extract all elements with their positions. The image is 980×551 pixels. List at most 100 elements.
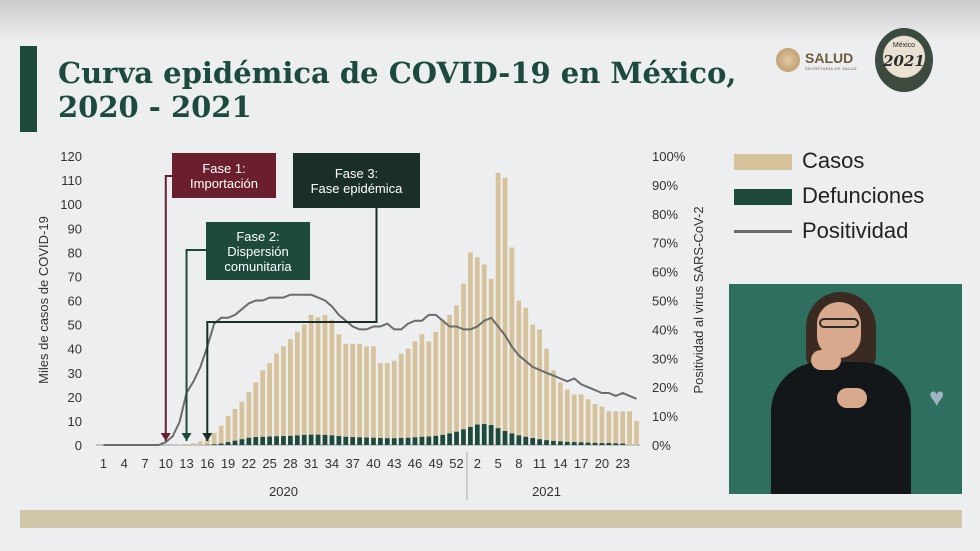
cases-bar: [274, 353, 279, 445]
y2-axis-tick-label: 70%: [652, 236, 678, 251]
y2-axis-title: Positividad al virus SARS-CoV-2: [691, 206, 706, 393]
deaths-bar: [336, 436, 342, 445]
legend-item-defunciones: Defunciones: [734, 183, 974, 211]
x-axis-tick-label: 37: [345, 456, 359, 471]
cases-bar: [398, 353, 404, 445]
cases-bar: [634, 420, 639, 445]
deaths-bar: [371, 437, 376, 445]
y2-axis-tick-label: 20%: [652, 380, 678, 395]
cases-bar: [606, 411, 612, 445]
cases-bar: [329, 319, 335, 445]
y2-axis-tick-label: 100%: [652, 149, 686, 164]
cases-bar: [204, 437, 210, 445]
x-axis-tick-label: 17: [574, 456, 588, 471]
deaths-bar: [592, 442, 598, 445]
y2-axis-tick-label: 0%: [652, 438, 671, 453]
cases-bar: [384, 363, 390, 445]
deaths-bar: [502, 431, 508, 445]
cases-bar: [281, 346, 286, 445]
x-axis-tick-label: 8: [515, 456, 522, 471]
deaths-bar: [468, 426, 473, 445]
y-axis-tick-label: 10: [68, 414, 82, 429]
deaths-bar: [329, 435, 335, 445]
title-line-1: Curva epidémica de COVID-19 en México,: [58, 56, 737, 90]
positivity-line: [103, 293, 637, 446]
deaths-bar: [211, 444, 217, 445]
deaths-bar: [391, 438, 397, 445]
cases-bar: [184, 444, 189, 445]
deaths-bar: [509, 433, 515, 445]
cases-bar: [578, 394, 584, 445]
cases-bar: [225, 416, 231, 445]
cases-bar: [211, 432, 217, 445]
heart-icon: ♥: [929, 382, 945, 412]
cases-bar: [530, 324, 536, 445]
salud-logo-text: SALUD: [805, 50, 854, 66]
bottom-decorative-band: [20, 510, 962, 528]
deaths-bar: [301, 434, 307, 445]
cases-bar: [599, 406, 605, 445]
cases-bar: [592, 404, 598, 445]
y-axis-title: Miles de casos de COVID-19: [36, 216, 51, 384]
cases-bar: [371, 346, 376, 445]
cases-bar: [502, 177, 508, 446]
y-axis-tick-label: 30: [68, 366, 82, 381]
phase-box: [172, 153, 276, 198]
cases-bar: [267, 363, 272, 445]
x-axis-tick-label: 5: [494, 456, 501, 471]
cases-bar: [315, 317, 321, 445]
y2-axis-tick-label: 30%: [652, 351, 678, 366]
cases-bar: [447, 314, 452, 445]
cases-bar: [419, 334, 425, 445]
cases-bar: [357, 343, 362, 445]
cases-bar: [461, 283, 466, 445]
y2-axis-tick-label: 40%: [652, 322, 678, 337]
cases-bar: [468, 252, 473, 445]
sign-language-interpreter-video: ♥: [729, 284, 962, 494]
y-axis-tick-label: 120: [60, 149, 82, 164]
deaths-bar: [288, 435, 293, 445]
deaths-bar: [564, 441, 570, 445]
x-axis-tick-label: 1: [100, 456, 107, 471]
phase-label: Fase 3:: [335, 166, 378, 181]
deaths-bar: [481, 424, 487, 445]
title-accent-bar: [20, 46, 37, 132]
cases-bar: [426, 341, 432, 445]
deaths-bar: [343, 436, 349, 445]
cases-bar: [454, 305, 459, 445]
x-axis-tick-label: 52: [449, 456, 463, 471]
x-axis-tick-label: 2: [474, 456, 481, 471]
x-axis-tick-label: 14: [553, 456, 567, 471]
cases-bar: [474, 257, 480, 445]
y2-axis-tick-label: 90%: [652, 178, 678, 193]
deaths-bar: [384, 438, 390, 445]
phase3-arrow: [206, 208, 378, 441]
cases-bar: [523, 307, 529, 445]
x-axis-tick-label: 10: [159, 456, 173, 471]
interpreter-face: [817, 302, 861, 358]
emblem-year: 2021: [883, 52, 925, 70]
deaths-bar: [461, 429, 466, 445]
deaths-bar: [613, 443, 619, 445]
phase3-arrow-head: [202, 433, 213, 441]
x-axis-tick-label: 19: [221, 456, 235, 471]
deaths-bar: [440, 434, 446, 445]
deaths-bar: [274, 436, 279, 445]
legend-label-casos: Casos: [802, 148, 865, 173]
cases-bar: [564, 389, 570, 445]
deaths-bar: [378, 438, 383, 445]
cases-bar: [301, 324, 307, 445]
cases-bar: [495, 172, 501, 445]
cases-bar: [433, 331, 439, 445]
cases-bar: [253, 382, 259, 445]
deaths-bar: [571, 442, 577, 445]
deaths-bar: [537, 439, 542, 445]
x-axis-tick-label: 25: [262, 456, 276, 471]
cases-bar: [232, 408, 238, 445]
phase1-arrow-head: [160, 433, 171, 441]
phase-label: comunitaria: [224, 259, 292, 274]
legend-swatch-casos: [734, 154, 792, 170]
deaths-bar: [308, 434, 314, 445]
cases-bar: [191, 443, 196, 445]
x-axis-tick-label: 20: [595, 456, 609, 471]
